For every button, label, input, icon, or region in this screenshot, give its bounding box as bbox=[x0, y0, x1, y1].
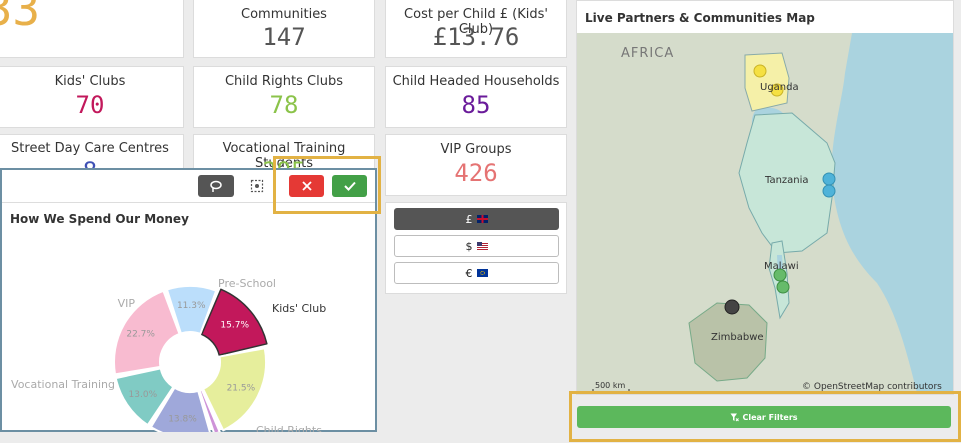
map-panel: Live Partners & Communities Map AFRICA U… bbox=[576, 0, 954, 395]
kpi-kids-clubs-value: 70 bbox=[75, 91, 105, 119]
close-icon bbox=[301, 181, 312, 191]
pie-slice-child-rights[interactable] bbox=[202, 347, 267, 432]
pie-slice-value: 11.3% bbox=[177, 301, 206, 311]
kpi-vocational-label: Vocational Training Students bbox=[222, 141, 346, 171]
kpi-card-child-rights-clubs[interactable]: Child Rights Clubs 78 bbox=[193, 66, 375, 128]
pie-category-label: Kids' Club bbox=[272, 302, 326, 315]
map-marker-malawi-2[interactable] bbox=[776, 280, 790, 294]
pie-slice-pre-school[interactable] bbox=[165, 285, 218, 335]
clear-filters-button[interactable]: Clear Filters bbox=[577, 406, 951, 428]
currency-selector: £ $ € bbox=[385, 202, 567, 294]
kpi-child-headed-label: Child Headed Households bbox=[392, 74, 560, 89]
map-label-zimbabwe: Zimbabwe bbox=[711, 332, 764, 343]
map-label-tanzania: Tanzania bbox=[764, 175, 809, 186]
pie-slice-value: 21.5% bbox=[227, 384, 256, 394]
pie-slice-vip[interactable] bbox=[113, 289, 181, 376]
kpi-card-partial: 633 bbox=[0, 0, 184, 58]
kpi-vip-value: 426 bbox=[454, 159, 498, 187]
pie-slice-value: 13.0% bbox=[129, 390, 158, 400]
confirm-selection-button[interactable] bbox=[332, 175, 367, 197]
lasso-icon bbox=[210, 180, 222, 192]
clear-filters-label: Clear Filters bbox=[742, 412, 798, 422]
kpi-card-vip-groups[interactable]: VIP Groups 426 bbox=[385, 134, 567, 196]
spend-panel-title: How We Spend Our Money bbox=[10, 212, 189, 226]
pie-category-label: Pre-School bbox=[218, 277, 276, 290]
map-title: Live Partners & Communities Map bbox=[585, 11, 815, 25]
kpi-child-rights-label: Child Rights Clubs bbox=[224, 74, 343, 89]
spend-panel[interactable]: How We Spend Our Money 15.7% Kids' Club 21… bbox=[0, 168, 377, 432]
pie-slice-vocational-training[interactable] bbox=[114, 367, 175, 427]
pie-category-label: Vocational Training bbox=[11, 378, 115, 391]
kpi-communities-label: Communities bbox=[241, 7, 327, 22]
pie-slice-value: 22.7% bbox=[126, 329, 155, 339]
currency-eur-label: € bbox=[465, 266, 473, 280]
kpi-partial-value: 633 bbox=[0, 0, 41, 36]
select-area-icon bbox=[250, 179, 264, 193]
kpi-card-cost-per-child[interactable]: Cost per Child £ (Kids' Club) £13.76 bbox=[385, 0, 567, 58]
map-label-africa: AFRICA bbox=[621, 46, 674, 61]
kpi-cost-value: £13.76 bbox=[432, 23, 520, 51]
currency-usd-label: $ bbox=[465, 239, 473, 253]
kpi-child-rights-value: 78 bbox=[269, 91, 299, 119]
map-label-uganda: Uganda bbox=[760, 82, 799, 93]
uk-flag-icon bbox=[476, 215, 488, 223]
pie-slice-kids-club[interactable] bbox=[200, 288, 268, 356]
check-icon bbox=[343, 181, 356, 191]
us-flag-icon bbox=[476, 242, 488, 250]
kpi-cost-label: Cost per Child £ (Kids' Club) bbox=[404, 7, 548, 37]
map-marker-zimbabwe-1[interactable] bbox=[724, 299, 740, 315]
kpi-card-kids-clubs[interactable]: Kids' Clubs 70 bbox=[0, 66, 184, 128]
map-label-malawi: Malawi bbox=[764, 261, 799, 272]
map-region-tanzania[interactable] bbox=[738, 112, 836, 254]
lasso-button[interactable] bbox=[198, 175, 234, 197]
kpi-street-label: Street Day Care Centres bbox=[11, 141, 169, 156]
currency-eur-button[interactable]: € bbox=[394, 262, 559, 284]
pie-slice-value: 15.7% bbox=[220, 320, 249, 330]
selection-toolbar bbox=[2, 170, 375, 203]
kpi-vip-label: VIP Groups bbox=[440, 142, 512, 157]
select-area-button[interactable] bbox=[246, 175, 268, 197]
map-marker-malawi-1[interactable] bbox=[773, 268, 787, 282]
currency-gbp-label: £ bbox=[465, 212, 473, 226]
pie-slice-child-headed-household[interactable] bbox=[198, 388, 221, 432]
currency-usd-button[interactable]: $ bbox=[394, 235, 559, 257]
currency-gbp-button[interactable]: £ bbox=[394, 208, 559, 230]
pie-category-label: Child Rights bbox=[256, 424, 322, 432]
map-marker-tanzania-1[interactable] bbox=[822, 172, 836, 186]
pie-slice-value: 13.8% bbox=[168, 415, 197, 425]
kpi-communities-value: 147 bbox=[262, 23, 306, 51]
clear-filter-icon bbox=[730, 413, 740, 421]
kpi-child-headed-value: 85 bbox=[461, 91, 491, 119]
map-scale-label: 500 km bbox=[595, 381, 625, 390]
partners-map[interactable]: AFRICA Uganda Tanzania Malawi Zimbabwe 5… bbox=[577, 33, 953, 393]
map-marker-uganda-1[interactable] bbox=[753, 64, 767, 78]
pie-slice-street-work[interactable] bbox=[149, 386, 211, 432]
kpi-card-communities[interactable]: Communities 147 bbox=[193, 0, 375, 58]
kpi-kids-clubs-label: Kids' Clubs bbox=[54, 74, 126, 89]
pie-category-label: VIP bbox=[118, 297, 136, 310]
map-marker-uganda-2[interactable] bbox=[770, 83, 784, 97]
map-marker-tanzania-2[interactable] bbox=[822, 184, 836, 198]
eu-flag-icon bbox=[476, 269, 488, 277]
kpi-card-child-headed[interactable]: Child Headed Households 85 bbox=[385, 66, 567, 128]
cancel-selection-button[interactable] bbox=[289, 175, 324, 197]
map-attribution: © OpenStreetMap contributors bbox=[802, 382, 942, 392]
